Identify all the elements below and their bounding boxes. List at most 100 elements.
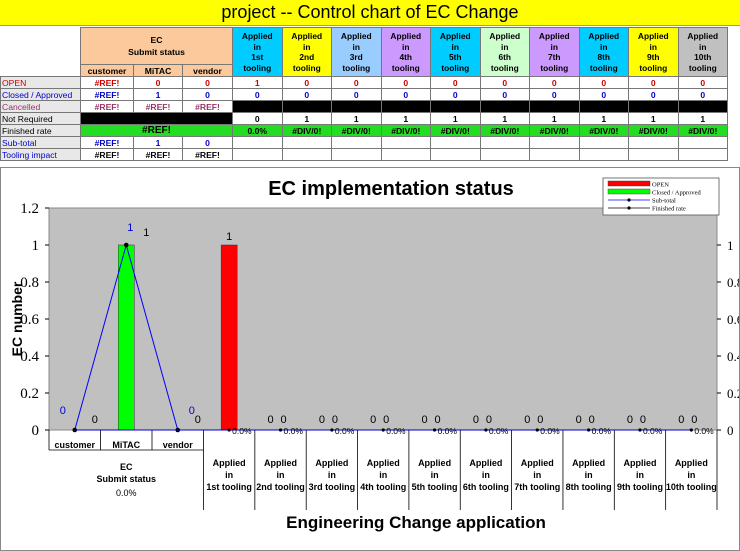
y-tick-label: 0 <box>32 423 40 439</box>
table-cell: 0 <box>430 76 481 89</box>
empty-cell <box>479 148 531 161</box>
closed-data-label: 0 <box>280 414 286 426</box>
open-data-label: 0 <box>319 414 325 426</box>
rate-data-label: 0.0% <box>694 426 714 436</box>
closed-data-label: 0 <box>537 414 543 426</box>
open-bar <box>220 244 238 431</box>
y2-tick-label: 0.4 <box>727 349 739 364</box>
finished-rate-point <box>535 428 539 432</box>
blocked-cell <box>430 100 481 113</box>
table-cell: #DIV/0! <box>628 124 679 137</box>
table-cell: 0 <box>281 76 333 89</box>
open-data-label: 0 <box>473 414 479 426</box>
y2-tick-label: 0.2 <box>727 386 739 401</box>
empty-cell <box>628 148 679 161</box>
legend-marker <box>627 206 631 210</box>
subtotal-data-label: 0 <box>189 405 195 417</box>
empty-cell <box>628 136 679 149</box>
blocked-cell <box>281 100 333 113</box>
row-label: Tooling impact <box>0 148 81 161</box>
table-cell: #DIV/0! <box>529 124 580 137</box>
table-cell: 0 <box>578 76 630 89</box>
table-cell: 0 <box>232 112 283 125</box>
y-tick-label: 0.8 <box>20 275 39 291</box>
x-tick-label: Applied in 1st tooling <box>206 458 252 492</box>
empty-cell <box>281 136 333 149</box>
blocked-cell <box>578 100 630 113</box>
rate-data-label: 0.0% <box>335 426 355 436</box>
table-row: Cancelled #REF! #REF! #REF! <box>0 100 729 113</box>
empty-cell <box>331 148 382 161</box>
tooling-column-header: Applied in 4th tooling <box>380 27 432 77</box>
ec-sub-column-header: vendor <box>181 64 234 77</box>
x-tick-label: Applied in 4th tooling <box>360 458 406 492</box>
open-data-label: 0 <box>627 414 633 426</box>
table-cell: #DIV/0! <box>677 124 729 137</box>
table-cell: 1 <box>529 112 580 125</box>
status-table: EC Submit status Applied in 1st tooling Ap… <box>0 27 729 161</box>
ec-submit-status-header: EC Submit status <box>79 27 234 65</box>
chart-panel: EC implementation status 0 0.2 0.4 0.6 0.8 1 1.… <box>0 167 740 551</box>
finished-rate-point <box>381 428 385 432</box>
table-row: OPEN #REF! 0 0 1 0 0 0 0 0 0 0 0 0 <box>0 76 729 89</box>
table-cell: 1 <box>281 112 333 125</box>
rate-data-label: 0.0% <box>643 426 663 436</box>
table-cell: 0 <box>281 88 333 101</box>
row-label: Finished rate <box>0 124 81 137</box>
table-cell: 0.0% <box>232 124 283 137</box>
finished-rate-point <box>484 428 488 432</box>
x-tick-label: customer <box>54 440 95 450</box>
plot-area <box>48 207 718 431</box>
empty-cell <box>578 136 630 149</box>
table-cell: 0 <box>479 88 531 101</box>
table-cell: 0 <box>331 88 382 101</box>
tooling-column-header: Applied in 1st tooling <box>232 27 283 77</box>
table-row: Finished rate #REF! 0.0% #DIV/0! #DIV/0! #DIV… <box>0 124 729 137</box>
legend-marker <box>627 198 631 202</box>
table-cell: 0 <box>181 76 234 89</box>
rate-data-label: 0.0% <box>540 426 560 436</box>
finished-rate-point <box>432 428 437 432</box>
table-cell: 1 <box>380 112 432 125</box>
legend-label: Sub-total <box>652 198 676 205</box>
closed-data-label: 0 <box>332 414 338 426</box>
table-cell: #DIV/0! <box>331 124 382 137</box>
chart-title: EC implementation status <box>268 178 514 200</box>
empty-cell <box>331 136 382 149</box>
closed-data-label: 0 <box>640 414 646 426</box>
table-cell: 0 <box>232 88 283 101</box>
y-tick-label: 0.6 <box>20 312 39 328</box>
table-cell: 1 <box>677 112 729 125</box>
x-tick-label: vendor <box>163 440 194 450</box>
empty-cell <box>430 136 481 149</box>
empty-cell <box>479 136 531 149</box>
tooling-column-header: Applied in 2nd tooling <box>281 27 333 77</box>
subtotal-data-label: 1 <box>127 222 133 234</box>
table-cell: #REF! <box>80 148 134 161</box>
ec-sub-column-header: customer <box>80 64 134 77</box>
subtotal-data-label: 0 <box>60 405 66 417</box>
closed-data-label: 0 <box>435 414 441 426</box>
tooling-column-header: Applied in 6th tooling <box>479 27 531 77</box>
table-cell: #DIV/0! <box>479 124 531 137</box>
tooling-column-header: Applied in 9th tooling <box>628 27 679 77</box>
finished-rate-point <box>587 428 591 432</box>
x-tick-label: Applied in 5th tooling <box>412 458 458 492</box>
closed-data-label: 0 <box>383 414 389 426</box>
x-tick-label: Applied in 10th tooling <box>666 458 717 492</box>
table-cell: 0 <box>628 88 679 101</box>
empty-cell <box>281 148 333 161</box>
legend-swatch <box>607 188 651 195</box>
x-tick-label: Applied in 8th tooling <box>566 458 612 492</box>
legend-label: Finished rate <box>652 206 686 213</box>
y2-tick-label: 0.8 <box>727 275 739 290</box>
table-cell: 0 <box>677 88 729 101</box>
table-cell: 0 <box>331 76 382 89</box>
tooling-column-header: Applied in 7th tooling <box>529 27 580 77</box>
legend-label: Closed / Approved <box>652 190 701 197</box>
table-cell: #REF! <box>80 88 134 101</box>
x-group-label: EC Submit status <box>96 462 156 484</box>
blocked-cell <box>628 100 679 113</box>
blocked-cell <box>677 100 729 113</box>
table-cell: 1 <box>331 112 382 125</box>
